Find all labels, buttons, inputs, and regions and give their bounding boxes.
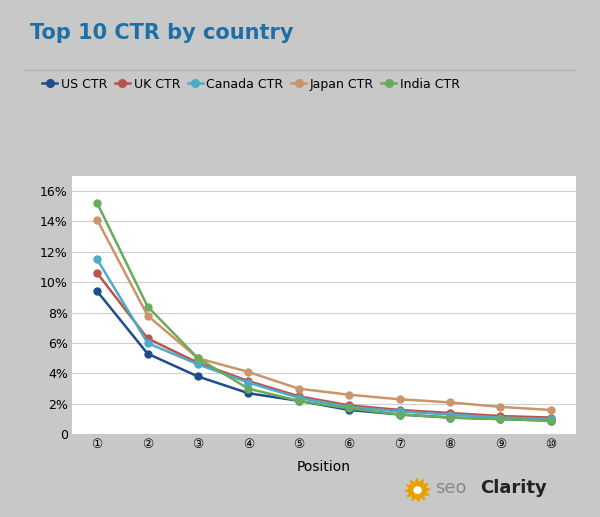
Canada CTR	[497, 415, 504, 421]
Line: Canada CTR: Canada CTR	[94, 256, 554, 422]
UK CTR	[245, 378, 252, 384]
Canada CTR	[144, 340, 151, 346]
India CTR	[194, 355, 202, 361]
UK CTR	[396, 407, 403, 413]
UK CTR	[497, 413, 504, 419]
UK CTR	[194, 360, 202, 366]
Line: UK CTR: UK CTR	[94, 270, 554, 421]
India CTR	[346, 405, 353, 412]
India CTR	[497, 416, 504, 422]
Text: Top 10 CTR by country: Top 10 CTR by country	[30, 23, 293, 43]
Japan CTR	[94, 217, 101, 223]
US CTR	[346, 407, 353, 413]
UK CTR	[346, 402, 353, 408]
Japan CTR	[295, 386, 302, 392]
Canada CTR	[396, 408, 403, 415]
X-axis label: Position: Position	[297, 460, 351, 474]
UK CTR	[94, 270, 101, 276]
UK CTR	[547, 415, 554, 421]
US CTR	[446, 415, 454, 421]
Line: Japan CTR: Japan CTR	[94, 217, 554, 414]
Japan CTR	[144, 313, 151, 319]
Japan CTR	[396, 396, 403, 402]
India CTR	[446, 415, 454, 421]
UK CTR	[295, 393, 302, 399]
Line: India CTR: India CTR	[94, 200, 554, 424]
US CTR	[547, 418, 554, 424]
Japan CTR	[245, 369, 252, 375]
Line: US CTR: US CTR	[94, 288, 554, 424]
India CTR	[144, 303, 151, 310]
Polygon shape	[405, 478, 430, 502]
Japan CTR	[547, 407, 554, 413]
UK CTR	[446, 410, 454, 416]
Text: Clarity: Clarity	[480, 479, 547, 497]
Legend: US CTR, UK CTR, Canada CTR, Japan CTR, India CTR: US CTR, UK CTR, Canada CTR, Japan CTR, I…	[42, 78, 460, 90]
US CTR	[194, 373, 202, 379]
US CTR	[245, 390, 252, 397]
US CTR	[396, 412, 403, 418]
Canada CTR	[194, 361, 202, 368]
Japan CTR	[446, 399, 454, 405]
India CTR	[94, 200, 101, 206]
US CTR	[497, 416, 504, 422]
India CTR	[547, 418, 554, 424]
UK CTR	[144, 336, 151, 342]
Canada CTR	[547, 416, 554, 422]
Canada CTR	[346, 404, 353, 410]
Japan CTR	[497, 404, 504, 410]
Japan CTR	[194, 355, 202, 361]
Canada CTR	[94, 256, 101, 263]
US CTR	[295, 398, 302, 404]
US CTR	[94, 288, 101, 295]
India CTR	[295, 398, 302, 404]
Canada CTR	[295, 394, 302, 401]
Canada CTR	[245, 379, 252, 386]
India CTR	[396, 412, 403, 418]
Text: seo: seo	[435, 479, 467, 497]
Canada CTR	[446, 412, 454, 418]
Japan CTR	[346, 392, 353, 398]
India CTR	[245, 386, 252, 392]
US CTR	[144, 351, 151, 357]
Circle shape	[413, 486, 422, 494]
